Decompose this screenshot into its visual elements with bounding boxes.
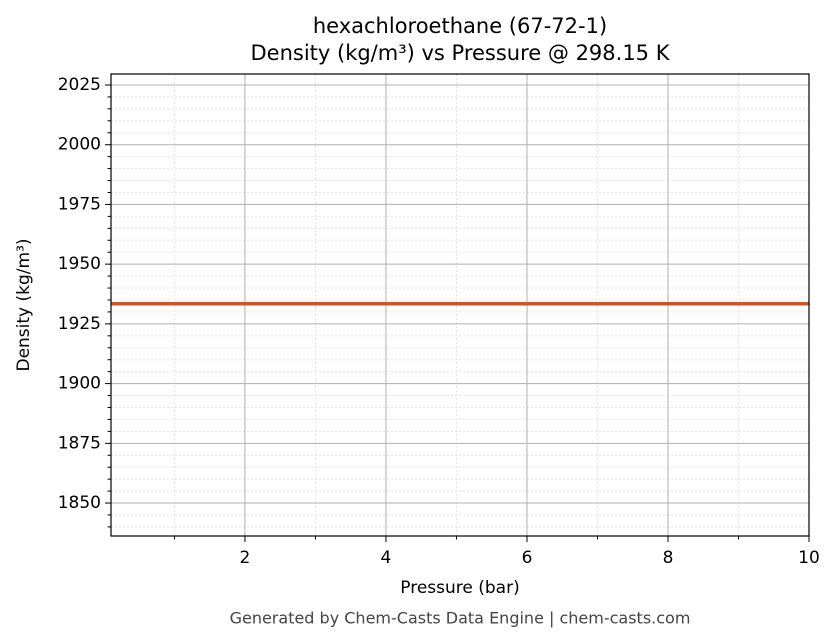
y-tick-label: 1875 (58, 433, 101, 453)
y-tick-label: 2025 (58, 75, 101, 95)
x-tick-label: 4 (381, 548, 392, 568)
y-tick-label: 1950 (58, 254, 101, 274)
footer: Generated by Chem-Casts Data Engine | ch… (230, 609, 691, 628)
x-tick-label: 8 (663, 548, 674, 568)
x-tick-label: 10 (798, 548, 820, 568)
y-tick-label: 1900 (58, 374, 101, 394)
y-tick-label: 1925 (58, 314, 101, 334)
chart-subtitle: Density (kg/m³) vs Pressure @ 298.15 K (250, 41, 670, 65)
x-tick-label: 2 (240, 548, 251, 568)
y-tick-label: 2000 (58, 135, 101, 155)
chart-title: hexachloroethane (67-72-1) (313, 14, 607, 38)
y-tick-label: 1850 (58, 493, 101, 513)
x-tick-label: 6 (522, 548, 533, 568)
plot-frame (110, 73, 810, 537)
y-tick-label: 1975 (58, 194, 101, 214)
x-axis-label: Pressure (bar) (400, 578, 519, 598)
y-axis-label: Density (kg/m³) (14, 238, 34, 371)
